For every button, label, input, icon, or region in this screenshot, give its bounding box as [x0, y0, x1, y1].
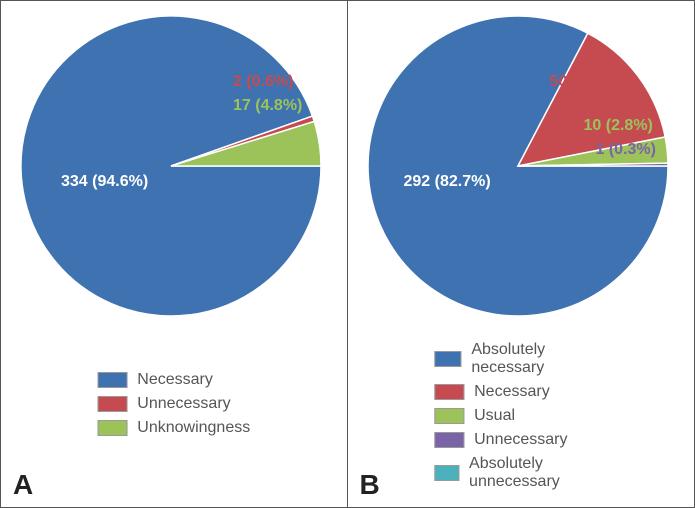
figure-wrap: 2 (0.6%) 17 (4.8%) 334 (94.6%) Necessary Un…: [0, 0, 695, 508]
pie-callout: 2 (0.6%): [233, 73, 293, 91]
panel-b-legend: Absolutely necessary Necessary Usual Unnece…: [434, 341, 607, 491]
legend-swatch: [434, 432, 464, 448]
pie-callout: 10 (2.8%): [584, 117, 653, 135]
legend-swatch: [434, 351, 461, 367]
legend-label: Absolutely unnecessary: [469, 455, 607, 491]
panel-a-chart-area: 2 (0.6%) 17 (4.8%) 334 (94.6%): [1, 1, 347, 341]
legend-item: Necessary: [97, 371, 250, 389]
panel-b-chart-area: 50 (14.2%) 10 (2.8%) 1 (0.3%) 292 (82.7%): [348, 1, 695, 341]
legend-swatch: [97, 420, 127, 436]
legend-item: Usual: [434, 407, 607, 425]
legend-item: Absolutely necessary: [434, 341, 607, 377]
panel-b-pie: [348, 1, 695, 341]
pie-callout: 1 (0.3%): [596, 141, 656, 159]
legend-swatch: [97, 372, 127, 388]
legend-swatch: [434, 465, 459, 481]
legend-item: Absolutely unnecessary: [434, 455, 607, 491]
panel-b: 50 (14.2%) 10 (2.8%) 1 (0.3%) 292 (82.7%) A…: [348, 0, 695, 508]
legend-label: Unknowingness: [137, 419, 250, 437]
legend-item: Unknowingness: [97, 419, 250, 437]
pie-callout: 50 (14.2%): [550, 73, 628, 91]
legend-swatch: [434, 408, 464, 424]
pie-callout: 17 (4.8%): [233, 97, 302, 115]
legend-label: Necessary: [137, 371, 213, 389]
panel-b-label: B: [360, 469, 380, 501]
legend-label: Absolutely necessary: [471, 341, 607, 377]
pie-callout: 334 (94.6%): [61, 173, 148, 191]
legend-item: Unnecessary: [97, 395, 250, 413]
legend-item: Unnecessary: [434, 431, 607, 449]
legend-swatch: [97, 396, 127, 412]
legend-item: Necessary: [434, 383, 607, 401]
legend-label: Usual: [474, 407, 515, 425]
legend-label: Unnecessary: [474, 431, 567, 449]
legend-label: Unnecessary: [137, 395, 230, 413]
pie-callout: 292 (82.7%): [404, 173, 491, 191]
legend-swatch: [434, 384, 464, 400]
panel-a-legend: Necessary Unnecessary Unknowingness: [97, 371, 250, 437]
panel-a: 2 (0.6%) 17 (4.8%) 334 (94.6%) Necessary Un…: [0, 0, 348, 508]
panel-a-pie: [1, 1, 348, 341]
legend-label: Necessary: [474, 383, 550, 401]
panel-a-label: A: [13, 469, 33, 501]
